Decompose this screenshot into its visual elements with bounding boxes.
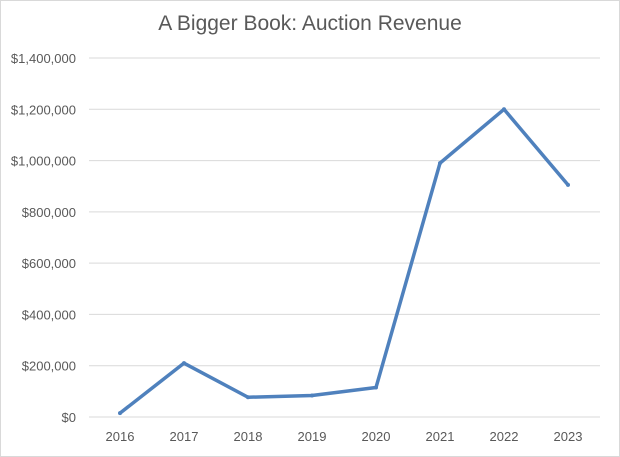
data-point: [246, 395, 250, 400]
y-tick-label: $200,000: [22, 359, 76, 374]
data-point: [566, 182, 570, 187]
y-tick-label: $1,000,000: [11, 154, 76, 169]
y-tick-label: $400,000: [22, 307, 76, 322]
x-tick-label: 2016: [106, 429, 135, 444]
x-tick-label: 2018: [234, 429, 263, 444]
y-tick-label: $600,000: [22, 256, 76, 271]
y-tick-label: $1,400,000: [11, 51, 76, 66]
series-line: [118, 107, 570, 415]
x-tick-label: 2021: [426, 429, 455, 444]
x-tick-label: 2023: [554, 429, 583, 444]
series-revenue: [118, 107, 570, 416]
y-axis-tick-labels: $0 $200,000 $400,000 $600,000 $800,000 $1,000…: [11, 51, 76, 425]
chart-title: A Bigger Book: Auction Revenue: [158, 12, 462, 35]
x-tick-label: 2019: [298, 429, 327, 444]
x-tick-label: 2022: [490, 429, 519, 444]
y-tick-label: $800,000: [22, 205, 76, 220]
data-point: [502, 107, 506, 112]
data-point: [118, 411, 122, 416]
data-point: [310, 393, 314, 398]
data-point: [182, 361, 186, 366]
x-tick-label: 2017: [170, 429, 199, 444]
x-tick-label: 2020: [362, 429, 391, 444]
gridlines: [89, 57, 600, 418]
data-point: [374, 385, 378, 390]
y-tick-label: $0: [62, 410, 76, 425]
y-tick-label: $1,200,000: [11, 102, 76, 117]
data-point: [438, 161, 442, 166]
x-axis-tick-labels: 2016 2017 2018 2019 2020 2021 2022 2023: [106, 429, 583, 444]
